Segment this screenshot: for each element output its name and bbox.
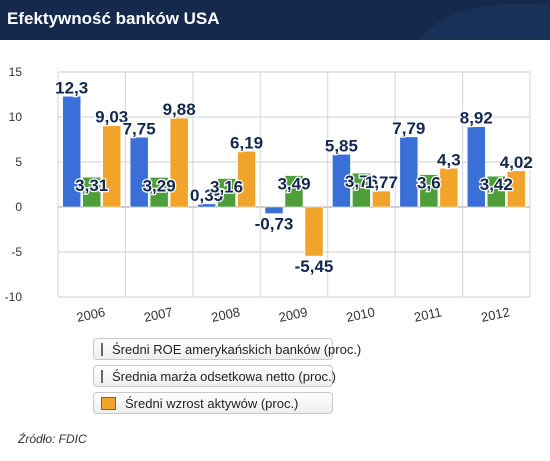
source-note: Źródło: FDIC bbox=[18, 432, 87, 446]
bar bbox=[332, 154, 351, 208]
bar bbox=[419, 174, 439, 208]
data-label: 3,6 bbox=[417, 174, 441, 193]
bar bbox=[264, 206, 284, 214]
data-label: 12,3 bbox=[55, 78, 88, 97]
data-label: 0,35 bbox=[190, 186, 223, 205]
bar bbox=[507, 170, 526, 208]
bar bbox=[352, 172, 371, 208]
data-label: 3,49 bbox=[277, 175, 310, 194]
chart-title: Efektywność banków USA bbox=[7, 9, 220, 28]
data-label: 8,92 bbox=[460, 109, 493, 128]
bar bbox=[304, 206, 324, 257]
data-label: 3,42 bbox=[480, 175, 513, 194]
y-tick-label: 15 bbox=[9, 65, 23, 79]
bar bbox=[149, 177, 169, 208]
bar-chart: 15 10 5 0 -5 -10 2006 2007 2008 2009 2010 2011 2012 1… bbox=[5, 65, 534, 325]
bar bbox=[217, 178, 236, 208]
legend-swatch-roe bbox=[101, 342, 103, 356]
data-label: 3,76 bbox=[345, 172, 378, 191]
x-tick-label: 2007 bbox=[143, 304, 174, 325]
bar bbox=[487, 175, 506, 208]
data-label: 7,75 bbox=[123, 119, 156, 138]
data-label: 6,19 bbox=[230, 133, 263, 152]
bar bbox=[82, 176, 101, 208]
data-label: 7,79 bbox=[392, 119, 425, 138]
data-label: -0,73 bbox=[255, 215, 294, 234]
legend-item-roe: Średni ROE amerykańskich banków (proc.) bbox=[93, 338, 361, 360]
legend: Średni ROE amerykańskich banków (proc.) … bbox=[93, 338, 361, 419]
bar bbox=[467, 126, 486, 208]
x-tick-label: 2009 bbox=[277, 304, 308, 325]
bar bbox=[102, 125, 121, 208]
data-label: 4,02 bbox=[500, 153, 533, 172]
x-tick-label: 2008 bbox=[210, 304, 241, 325]
bar bbox=[62, 96, 81, 208]
x-tick-label: 2011 bbox=[413, 304, 443, 324]
title-decoration bbox=[420, 3, 550, 40]
y-tick-label: 5 bbox=[15, 155, 22, 169]
bar bbox=[284, 175, 304, 208]
bar bbox=[372, 190, 391, 208]
data-label: -5,45 bbox=[295, 257, 334, 276]
legend-item-assets: Średni wzrost aktywów (proc.) bbox=[93, 392, 333, 414]
y-tick-label: -10 bbox=[5, 290, 23, 304]
bar bbox=[439, 168, 459, 208]
y-tick-label: -5 bbox=[11, 245, 22, 259]
data-label: 9,88 bbox=[163, 100, 196, 119]
legend-label-assets: Średni wzrost aktywów (proc.) bbox=[125, 395, 299, 411]
x-tick-label: 2006 bbox=[75, 304, 106, 325]
data-label: 3,16 bbox=[210, 178, 243, 197]
bar bbox=[129, 137, 149, 208]
x-tick-label: 2012 bbox=[480, 304, 511, 325]
y-tick-label: 10 bbox=[9, 110, 23, 124]
bar bbox=[399, 136, 419, 208]
legend-swatch-assets bbox=[101, 396, 116, 410]
x-tick-label: 2010 bbox=[345, 304, 376, 325]
legend-label-margin: Średnia marża odsetkowa netto (proc.) bbox=[112, 368, 336, 384]
y-tick-label: 0 bbox=[15, 200, 22, 214]
bar bbox=[169, 117, 189, 208]
legend-swatch-margin bbox=[101, 369, 103, 383]
legend-label-roe: Średni ROE amerykańskich banków (proc.) bbox=[112, 341, 362, 357]
title-bar: Efektywność banków USA bbox=[0, 0, 550, 40]
bar bbox=[237, 151, 256, 208]
data-label: 3,29 bbox=[143, 176, 176, 195]
data-label: 3,31 bbox=[75, 176, 108, 195]
bar bbox=[197, 203, 216, 208]
data-label: 4,3 bbox=[437, 150, 461, 169]
data-label: 9,03 bbox=[95, 108, 128, 127]
data-label: 5,85 bbox=[325, 136, 358, 155]
data-label: 1,77 bbox=[365, 173, 398, 192]
legend-item-margin: Średnia marża odsetkowa netto (proc.) bbox=[93, 365, 336, 387]
